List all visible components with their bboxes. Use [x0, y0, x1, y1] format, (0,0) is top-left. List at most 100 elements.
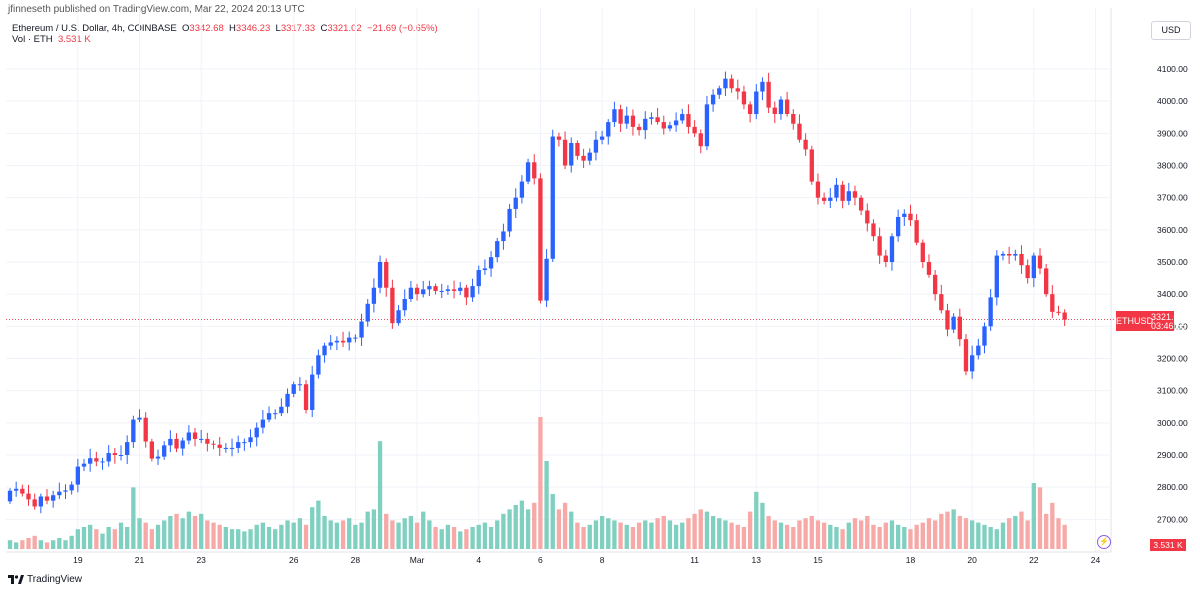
volume-bar — [297, 518, 303, 549]
volume-bar — [926, 518, 932, 549]
x-tick-label: 28 — [351, 555, 361, 565]
volume-bar — [963, 518, 969, 549]
candle-body — [846, 191, 851, 201]
volume-bar — [643, 520, 648, 549]
tradingview-logo[interactable]: TradingView — [8, 574, 82, 585]
volume-bar — [797, 520, 802, 549]
volume-bar — [7, 540, 13, 549]
volume-bar — [920, 522, 925, 549]
candle-body — [655, 117, 660, 123]
candle-body — [562, 139, 568, 166]
volume-bar — [408, 516, 414, 549]
candle-body — [821, 197, 827, 201]
candle-body — [828, 197, 833, 201]
volume-bar — [384, 513, 389, 549]
volume-bar — [606, 518, 611, 549]
candle-body — [322, 345, 327, 356]
candle-body — [871, 223, 876, 237]
candle-body — [575, 142, 580, 156]
current-price-tag: ETHUSD 3321.02 03:46:55 — [1116, 311, 1186, 331]
volume-bar — [914, 524, 919, 549]
candle-body — [556, 136, 562, 140]
volume-bar — [562, 502, 568, 549]
candle-body — [125, 442, 130, 455]
candle-body — [1056, 311, 1061, 313]
candle-body — [69, 484, 74, 491]
volume-bar — [328, 520, 333, 549]
candle-body — [754, 91, 759, 115]
volume-bar — [575, 522, 580, 549]
close-label: C — [320, 23, 328, 34]
volume-bar — [828, 524, 833, 549]
volume-bars — [7, 417, 1067, 549]
volume-bar — [636, 522, 642, 549]
time-axis: 19 21 23 26 28 Mar 4 6 8 11 13 15 18 20 22 24 — [73, 555, 1100, 565]
candle-body — [957, 316, 962, 340]
candle-body — [852, 191, 858, 198]
volume-bar — [612, 520, 617, 549]
volume-bar — [1062, 524, 1067, 549]
currency-button[interactable]: USD — [1151, 21, 1191, 40]
candle-body — [1000, 253, 1006, 256]
volume-bar — [402, 518, 407, 549]
candle-body — [236, 442, 241, 448]
candle-body — [180, 440, 185, 449]
volume-bar — [1056, 518, 1061, 549]
candle-body — [939, 294, 944, 311]
symbol-legend[interactable]: Ethereum / U.S. Dollar, 4h, COINBASE O33… — [12, 23, 438, 34]
volume-bar — [507, 509, 512, 549]
volume-bar — [778, 522, 784, 549]
volume-bar — [199, 513, 204, 549]
candle-body — [390, 287, 395, 324]
candle-body — [519, 181, 525, 198]
y-tick-label: 2700.00 — [1157, 514, 1188, 524]
volume-bar — [846, 522, 851, 549]
candle-body — [908, 213, 913, 221]
y-tick-label: 3100.00 — [1157, 386, 1188, 396]
volume-bar — [174, 513, 179, 549]
volume-bar — [69, 535, 74, 549]
candle-body — [624, 115, 629, 124]
candle-body — [747, 104, 753, 115]
candle-body — [143, 417, 148, 442]
price-tag-countdown: 03:46:55 — [1151, 321, 1187, 331]
volume-bar — [673, 524, 679, 549]
candle-body — [260, 419, 266, 428]
lightning-icon[interactable]: ⚡ — [1097, 535, 1111, 549]
volume-bar — [982, 524, 987, 549]
publisher-note: jfinneseth published on TradingView.com,… — [8, 4, 305, 15]
volume-bar — [723, 520, 728, 549]
volume-bar — [439, 529, 444, 549]
volume-bar — [44, 542, 50, 549]
candle-body — [606, 122, 611, 137]
volume-bar — [303, 524, 309, 549]
candle-body — [334, 340, 340, 343]
volume-bar — [809, 516, 814, 549]
y-tick-label: 3800.00 — [1157, 161, 1188, 171]
candle-body — [433, 286, 438, 291]
volume-bar — [902, 527, 907, 549]
candle-body — [673, 120, 679, 126]
x-tick-label: Mar — [410, 555, 425, 565]
volume-bar — [1000, 522, 1006, 549]
volume-bar — [340, 520, 346, 549]
candle-body — [1006, 253, 1012, 256]
x-tick-label: 19 — [73, 555, 83, 565]
volume-bar — [88, 524, 93, 549]
candle-body — [538, 178, 543, 301]
volume-legend[interactable]: Vol · ETH 3.531 K — [12, 34, 91, 45]
candle-body — [778, 99, 784, 115]
volume-bar — [1025, 520, 1030, 549]
volume-bar — [162, 520, 167, 549]
volume-bar — [254, 524, 259, 549]
candle-body — [26, 493, 31, 500]
x-tick-label: 26 — [289, 555, 299, 565]
volume-bar — [840, 529, 845, 549]
x-tick-label: 22 — [1029, 555, 1039, 565]
candle-body — [112, 453, 118, 455]
volume-bar — [155, 524, 161, 549]
x-tick-label: 21 — [135, 555, 145, 565]
open-value: 3342.68 — [189, 23, 224, 34]
candle-body — [1025, 265, 1030, 279]
